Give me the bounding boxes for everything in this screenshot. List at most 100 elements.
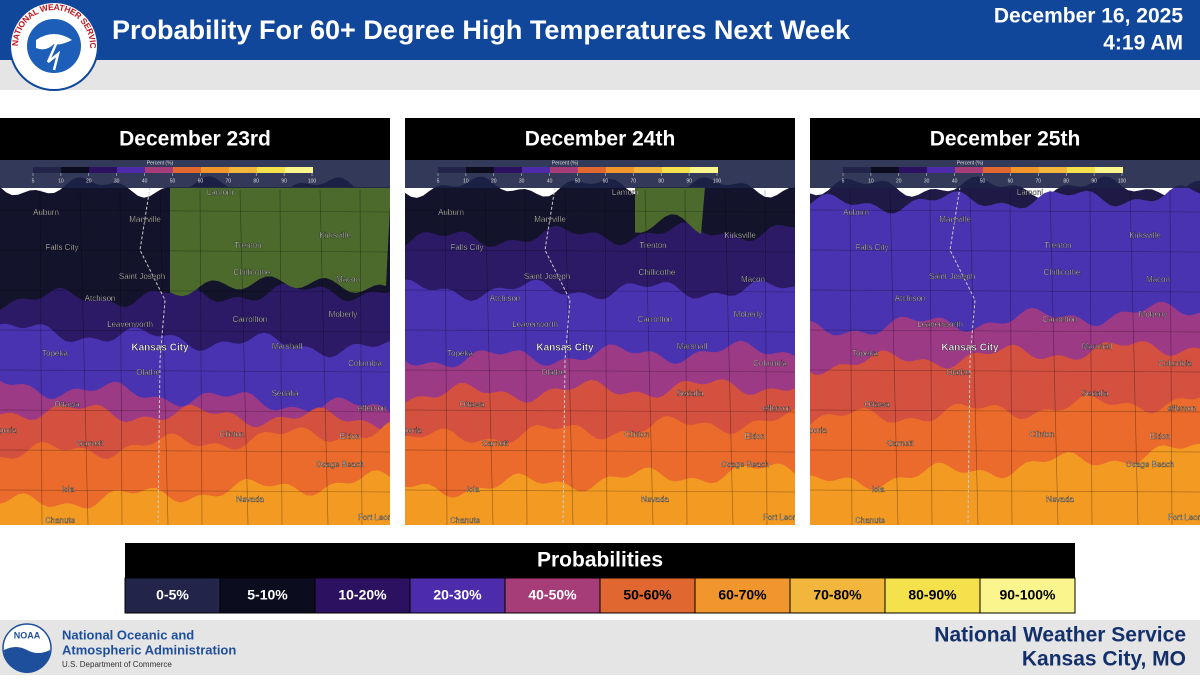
scale-tick-label: 80 (658, 178, 664, 184)
scale-tick-label: 90 (686, 178, 692, 184)
city-label: Iola (872, 485, 885, 494)
city-label: Trenton (639, 241, 666, 250)
city-label: Maryville (534, 215, 566, 224)
scale-tick-label: 70 (226, 178, 232, 184)
county-line (810, 369, 1200, 373)
scale-tick-label: 40 (142, 178, 148, 184)
city-label: Trenton (234, 241, 261, 250)
map-area: Percent (%) 5 10 20 30 40 50 60 70 80 90 100 Lamoni A… (0, 160, 390, 525)
county-line (564, 189, 574, 525)
city-label: Saint Joseph (119, 272, 165, 281)
city-label: efferson (1168, 404, 1197, 413)
city-label: poria (0, 426, 17, 435)
scale-tick-label: 5 (437, 178, 440, 184)
county-line (524, 189, 528, 525)
city-label: poria (809, 426, 827, 435)
scale-color (229, 167, 257, 173)
city-label: Garnett (482, 439, 509, 448)
scale-color (1095, 167, 1123, 173)
city-label: Marshall (677, 342, 707, 351)
legend-label: 50-60% (623, 587, 672, 603)
city-label: Lamoni (1017, 188, 1043, 197)
city-label: Kansas City (536, 343, 594, 354)
legend-label: 20-30% (433, 587, 482, 603)
scale-color (285, 167, 313, 173)
scale-tick-label: 80 (1063, 178, 1069, 184)
footer-bar (0, 620, 1200, 675)
scale-color (173, 167, 201, 173)
state-border (949, 186, 976, 525)
city-label: Leavenworth (107, 320, 153, 329)
noaa-line3: U.S. Department of Commerce (62, 660, 172, 669)
county-line (810, 289, 1200, 293)
nws-line1: National Weather Service (934, 624, 1186, 647)
scale-color (145, 167, 173, 173)
city-label: Moberly (734, 310, 762, 319)
county-line (724, 189, 734, 525)
city-label: Ottawa (54, 400, 80, 409)
city-label: Atchison (85, 294, 116, 303)
map-title: December 24th (525, 128, 676, 151)
city-label: Carrollton (1043, 315, 1078, 324)
county-line (199, 189, 203, 525)
map-area: Percent (%) 5 10 20 30 40 50 60 70 80 90 100 Lamoni A… (809, 160, 1200, 525)
county-line (405, 209, 795, 213)
scale-color (522, 167, 550, 173)
scale-color (466, 167, 494, 173)
county-line (444, 189, 448, 525)
city-label: Eldon (1150, 432, 1170, 441)
nws-logo-cloud (36, 34, 72, 50)
city-label: Clinton (220, 430, 245, 439)
legend-label: 5-10% (247, 587, 288, 603)
city-label: Chanute (450, 516, 481, 525)
time: 4:19 AM (1103, 32, 1183, 55)
header-strip (0, 60, 1200, 90)
legend-swatch (599, 577, 696, 614)
county-line (810, 249, 1200, 253)
city-label: Ottawa (864, 400, 890, 409)
header-bar (0, 0, 1200, 60)
city-label: Lamoni (612, 188, 638, 197)
scale-tick-label: 80 (253, 178, 259, 184)
city-label: Auburn (843, 208, 869, 217)
city-label: Moberly (329, 310, 357, 319)
probability-band (810, 443, 1200, 525)
base-map-land (635, 187, 705, 235)
scale-tick-label: 10 (463, 178, 469, 184)
city-label: Kansas City (941, 343, 999, 354)
county-line (604, 189, 608, 525)
city-label: Chillicothe (639, 268, 676, 277)
scale-tick-label: 20 (896, 178, 902, 184)
scale-color (33, 167, 61, 173)
scale-tick-label: 10 (868, 178, 874, 184)
scale-color (550, 167, 578, 173)
city-label: Clinton (625, 430, 650, 439)
scale-color (1011, 167, 1039, 173)
city-label: Kirksville (724, 231, 756, 240)
scale-tick-label: 40 (547, 178, 553, 184)
map-title-bar (0, 118, 390, 160)
county-line (405, 449, 795, 453)
map-panel: December 23rd Percent (%) 5 10 20 30 40 50 60 70 8… (0, 118, 390, 525)
scale-tick-label: 100 (713, 178, 722, 184)
scale-tick-label: 60 (198, 178, 204, 184)
scale-color (899, 167, 927, 173)
scale-color (1067, 167, 1095, 173)
scale-color (634, 167, 662, 173)
noaa-line2: Atmospheric Administration (62, 642, 236, 657)
city-label: Chanute (855, 516, 886, 525)
legend-label: 70-80% (813, 587, 862, 603)
city-label: Leavenworth (917, 320, 963, 329)
city-label: Columbia (753, 359, 787, 368)
scale-tick-label: 40 (952, 178, 958, 184)
map-title-bar (810, 118, 1200, 160)
noaa-line1: National Oceanic and (62, 627, 194, 642)
county-line (239, 189, 249, 525)
county-line (0, 489, 390, 493)
city-label: Sedalia (272, 389, 299, 398)
scale-color (89, 167, 117, 173)
map-title-bar (405, 118, 795, 160)
county-line (1169, 189, 1173, 525)
city-label: Eldon (340, 432, 360, 441)
